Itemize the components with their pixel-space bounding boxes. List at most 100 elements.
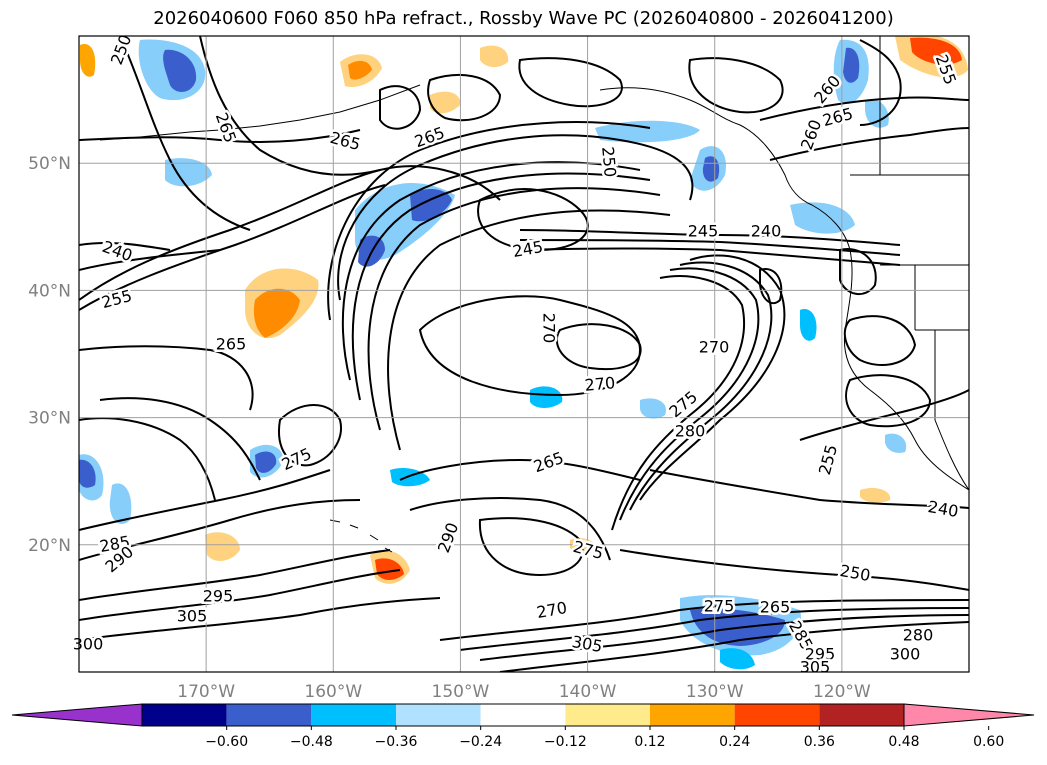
shade-patch [109, 483, 132, 524]
lat-tick-label: 50°N [28, 154, 71, 174]
map-content [79, 36, 969, 672]
contour-line [427, 74, 502, 122]
colorbar-segment [565, 704, 650, 726]
contour-line [79, 499, 361, 561]
colorbar-tick-label: 0.60 [973, 734, 1004, 750]
colorbar-tick-label: −0.36 [375, 734, 418, 750]
colorbar-tick-label: −0.12 [544, 734, 587, 750]
contour-line [639, 254, 786, 501]
shade-patch [843, 47, 860, 83]
contour-label: 295 [203, 587, 234, 606]
contour-label-halo: 295 [805, 645, 836, 664]
contour-line [769, 127, 969, 161]
shade-patch [702, 156, 720, 182]
colorbar-segment [819, 704, 904, 726]
contour-label-halo: 280 [675, 422, 706, 441]
shade-patch [640, 398, 666, 419]
contour-line [859, 39, 902, 126]
contour-line [79, 249, 221, 271]
contour-line [79, 165, 501, 301]
contour-label: 280 [675, 422, 706, 441]
shade-patch [375, 558, 404, 580]
colorbar-segment [650, 704, 735, 726]
contour-line [79, 469, 331, 531]
contour-line [839, 248, 877, 295]
contour-line [79, 417, 216, 501]
shade-patch [570, 538, 598, 554]
contour-label-halo: 300 [73, 635, 104, 654]
colorbar-segment [226, 704, 312, 726]
contour-line [399, 458, 641, 481]
shade-patch [348, 60, 372, 80]
shade-patch [720, 648, 755, 670]
contour-label: 270 [540, 313, 559, 344]
shade-patch [800, 309, 817, 341]
latitude-labels: 50°N 40°N 30°N 20°N [28, 154, 71, 556]
shade-patch [165, 158, 212, 187]
contour-line [367, 187, 661, 431]
contour-line [518, 57, 623, 108]
shade-patch [910, 37, 962, 65]
contour-label: 250 [598, 146, 620, 178]
contour-label: 270 [584, 373, 616, 395]
contour-label: 240 [751, 222, 782, 241]
contour-label-halo: 270 [540, 313, 559, 344]
contour-line [759, 96, 969, 121]
contour-label: 270 [699, 338, 730, 357]
shade-patch [790, 202, 855, 234]
colorbar-tick-label: −0.60 [205, 734, 248, 750]
contour-label: 300 [73, 635, 104, 654]
contour-line [79, 241, 171, 251]
anomaly-shading [79, 36, 968, 670]
state-lines [880, 264, 969, 420]
contour-line [79, 549, 391, 601]
contour-line [843, 315, 917, 366]
contour-label: 265 [216, 335, 247, 354]
contour-label-halo: 265 [760, 598, 791, 617]
lon-tick-label: 120°W [813, 682, 871, 702]
colorbar-segment [734, 704, 820, 726]
contour-line [619, 549, 969, 591]
contour-line [79, 597, 441, 641]
contour-label: 275 [704, 597, 735, 616]
colorbar-tick-label: 0.24 [719, 734, 750, 750]
contour-line [387, 209, 671, 451]
contour-label-halo: 270 [699, 338, 730, 357]
colorbar-segment [480, 704, 566, 726]
lon-tick-label: 140°W [559, 682, 617, 702]
contour-line [119, 36, 251, 231]
shade-patch [253, 288, 300, 338]
lon-tick-label: 170°W [177, 682, 235, 702]
contour-label: 265 [760, 598, 791, 617]
shade-patch [163, 49, 197, 92]
lon-tick-label: 150°W [432, 682, 490, 702]
contour-line [479, 614, 969, 661]
map-background [79, 36, 969, 672]
colorbar-segment [142, 704, 227, 726]
coastlines [99, 36, 969, 553]
figure-title: 2026040600 F060 850 hPa refract., Rossby… [153, 8, 894, 29]
lat-tick-label: 20°N [28, 536, 71, 556]
contour-line [337, 134, 694, 301]
contour-line [459, 607, 969, 651]
contour-line [649, 469, 969, 509]
lon-tick-label: 130°W [686, 682, 744, 702]
contour-line [555, 323, 642, 371]
contour-line [688, 57, 784, 114]
contour-line [341, 161, 641, 381]
contour-line [409, 497, 611, 561]
contour-label-halo: 245 [688, 222, 719, 241]
colorbar-segment [311, 704, 396, 726]
colorbar-tick-label: −0.48 [290, 734, 333, 750]
hawaii-islands [329, 519, 393, 553]
contour-line [629, 261, 773, 511]
colorbar-segment [396, 704, 481, 726]
shade-patch [430, 91, 461, 114]
contour-label-halo: 300 [890, 645, 921, 664]
map-frame [78, 35, 970, 673]
contour-line [99, 397, 261, 481]
colorbar-frame [141, 703, 905, 727]
contour-label-halo: 280 [903, 626, 934, 645]
contour-label: 305 [177, 607, 208, 626]
